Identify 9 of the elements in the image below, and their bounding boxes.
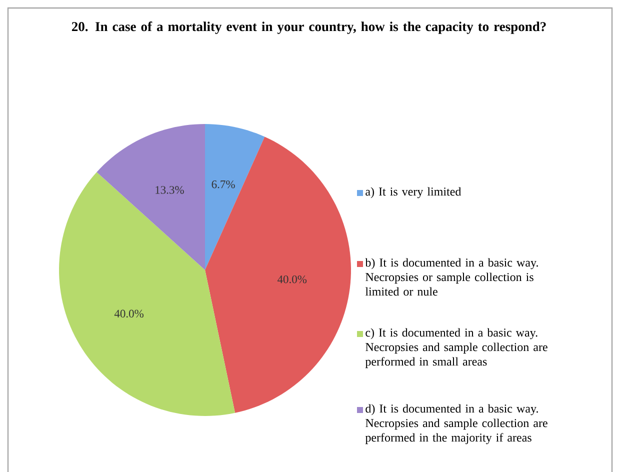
data-label: 13.3%: [156, 186, 184, 194]
data-label: 40.0%: [114, 310, 144, 318]
legend-label: c) It is documented in a basic way. Necropsies and sample collection are performed in small areas: [365, 328, 548, 368]
data-label: 40.0%: [277, 275, 307, 284]
chart-title: 20. In case of a mortality event in your country, how is the capacity to respond?: [72, 22, 546, 34]
legend-label: b) It is documented in a basic way. Necropsies or sample collection is limited or nule: [365, 258, 538, 296]
legend-label: d) It is documented in a basic way. Necropsies and sample collection are performed in the majority if areas: [365, 404, 548, 444]
data-label: 6.7%: [212, 180, 235, 188]
legend-label: a) It is very limited: [366, 187, 462, 198]
